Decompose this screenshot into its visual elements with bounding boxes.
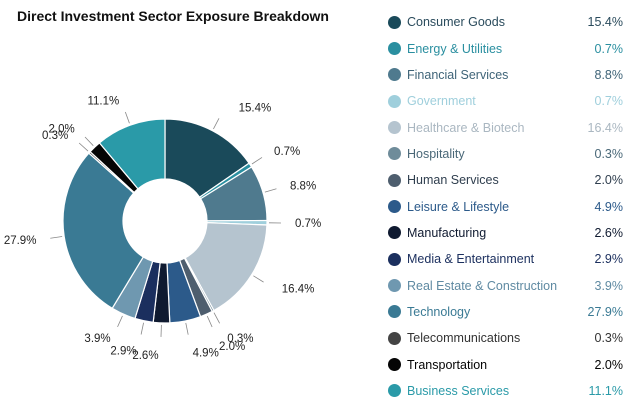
legend-value: 4.9% — [594, 199, 624, 214]
legend-value: 0.7% — [594, 41, 624, 56]
leader-line-energy-and-utilities — [251, 157, 263, 165]
legend-swatch — [388, 305, 401, 319]
legend-swatch — [388, 147, 401, 161]
data-label-consumer-goods: 15.4% — [239, 103, 272, 115]
data-label-financial-services: 8.8% — [290, 180, 316, 192]
legend-item-energy-and-utilities[interactable]: Energy & Utilities 0.7% — [388, 35, 623, 61]
donut-chart: 15.4%0.7%8.8%0.7%16.4%0.3%2.0%4.9%2.6%2.… — [4, 96, 321, 362]
legend-value: 2.0% — [594, 357, 624, 372]
data-label-government: 0.7% — [295, 218, 321, 230]
leader-line-financial-services — [264, 188, 277, 193]
legend-item-government[interactable]: Government 0.7% — [388, 88, 623, 114]
legend-swatch — [388, 15, 401, 29]
legend-value: 8.8% — [594, 67, 624, 82]
legend-label: Consumer Goods — [407, 15, 505, 30]
legend-value: 27.9% — [587, 304, 623, 319]
leader-line-business-services — [124, 111, 130, 124]
leader-line-real-estate-and-construction — [117, 315, 123, 328]
legend-swatch — [388, 200, 401, 214]
legend-value: 0.3% — [594, 331, 624, 346]
legend-item-manufacturing[interactable]: Manufacturing 2.6% — [388, 220, 623, 246]
data-label-healthcare-and-biotech: 16.4% — [282, 283, 315, 295]
legend-item-consumer-goods[interactable]: Consumer Goods 15.4% — [388, 9, 623, 35]
legend-label: Real Estate & Construction — [407, 278, 558, 293]
data-label-real-estate-and-construction: 3.9% — [84, 333, 110, 345]
legend-label: Hospitality — [407, 146, 465, 161]
slice-business-services[interactable] — [98, 118, 166, 190]
data-label-business-services: 11.1% — [87, 96, 119, 108]
legend-label: Government — [407, 94, 476, 109]
leader-line-technology — [50, 236, 63, 239]
legend-item-business-services[interactable]: Business Services 11.1% — [388, 378, 623, 404]
legend-value: 15.4% — [587, 15, 623, 30]
legend-label: Transportation — [407, 357, 488, 372]
legend-value: 2.9% — [594, 252, 624, 267]
legend-swatch — [388, 94, 401, 108]
legend-swatch — [388, 68, 401, 82]
data-label-telecommunications: 0.3% — [42, 130, 68, 142]
chart-title: Direct Investment Sector Exposure Breakd… — [17, 8, 329, 24]
legend-item-financial-services[interactable]: Financial Services 8.8% — [388, 62, 623, 88]
legend-label: Media & Entertainment — [407, 252, 535, 267]
data-label-human-services: 2.0% — [219, 341, 245, 353]
legend-label: Energy & Utilities — [407, 41, 503, 56]
legend-item-healthcare-and-biotech[interactable]: Healthcare & Biotech 16.4% — [388, 114, 623, 140]
legend-item-leisure-and-lifestyle[interactable]: Leisure & Lifestyle 4.9% — [388, 193, 623, 219]
legend-value: 2.6% — [594, 225, 624, 240]
legend-label: Leisure & Lifestyle — [407, 199, 510, 214]
legend-label: Technology — [407, 304, 471, 319]
legend-label: Human Services — [407, 173, 499, 188]
legend-value: 0.7% — [594, 94, 624, 109]
slice-technology[interactable] — [62, 152, 145, 310]
legend-value: 2.0% — [594, 173, 624, 188]
legend-item-telecommunications[interactable]: Telecommunications 0.3% — [388, 325, 623, 351]
data-label-energy-and-utilities: 0.7% — [274, 146, 300, 158]
data-label-transportation: 2.0% — [49, 123, 75, 135]
legend-label: Business Services — [407, 383, 510, 398]
legend-label: Telecommunications — [407, 331, 521, 346]
legend-swatch — [388, 252, 401, 266]
legend-label: Financial Services — [407, 67, 509, 82]
legend-swatch — [388, 358, 401, 372]
legend-swatch — [388, 42, 401, 56]
legend-swatch — [388, 173, 401, 187]
leader-line-consumer-goods — [213, 118, 220, 130]
legend-item-real-estate-and-construction[interactable]: Real Estate & Construction 3.9% — [388, 272, 623, 298]
legend-item-technology[interactable]: Technology 27.9% — [388, 299, 623, 325]
data-label-technology: 27.9% — [4, 235, 37, 247]
legend-value: 11.1% — [588, 383, 623, 398]
legend-item-media-and-entertainment[interactable]: Media & Entertainment 2.9% — [388, 246, 623, 272]
legend-item-human-services[interactable]: Human Services 2.0% — [388, 167, 623, 193]
data-label-leisure-and-lifestyle: 4.9% — [193, 347, 219, 359]
leader-line-hospitality — [213, 312, 221, 324]
legend-value: 16.4% — [587, 120, 623, 135]
leader-line-leisure-and-lifestyle — [185, 322, 189, 335]
legend-swatch — [388, 121, 401, 135]
legend-value: 3.9% — [594, 278, 624, 293]
legend-label: Healthcare & Biotech — [407, 120, 525, 135]
legend: Consumer Goods 15.4% Energy & Utilities 0.7… — [388, 9, 623, 404]
legend-item-transportation[interactable]: Transportation 2.0% — [388, 351, 623, 377]
legend-swatch — [388, 331, 401, 345]
legend-item-hospitality[interactable]: Hospitality 0.3% — [388, 141, 623, 167]
leader-line-healthcare-and-biotech — [253, 275, 264, 283]
legend-label: Manufacturing — [407, 225, 487, 240]
data-label-media-and-entertainment: 2.9% — [110, 345, 136, 357]
leader-line-telecommunications — [78, 142, 89, 152]
legend-swatch — [388, 279, 401, 293]
legend-value: 0.3% — [594, 146, 624, 161]
leader-line-media-and-entertainment — [140, 322, 144, 335]
legend-swatch — [388, 384, 401, 398]
legend-swatch — [388, 226, 401, 240]
data-label-manufacturing: 2.6% — [132, 350, 158, 362]
data-label-hospitality: 0.3% — [227, 333, 253, 345]
leader-line-transportation — [84, 136, 94, 146]
leader-line-human-services — [206, 315, 213, 328]
